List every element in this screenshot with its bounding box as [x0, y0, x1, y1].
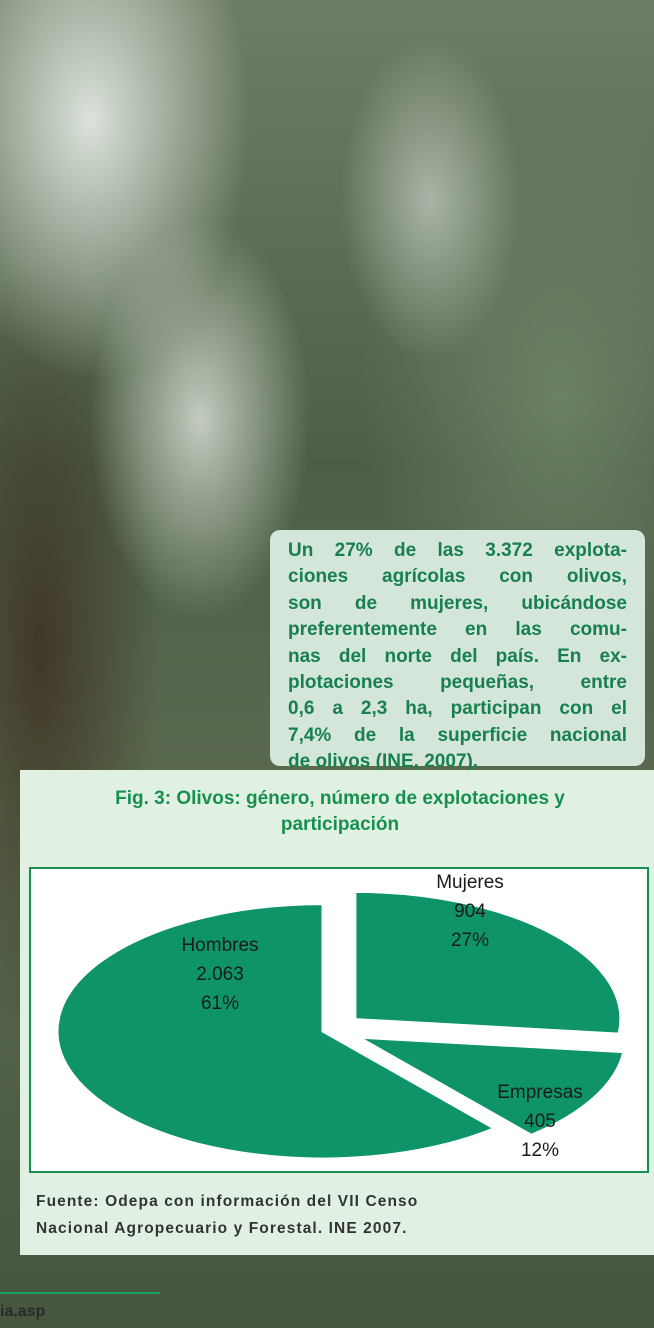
value-label: 405	[524, 1111, 556, 1132]
slice-label: Empresas	[497, 1082, 583, 1103]
source-line: Fuente: Odepa con información del VII Ce…	[36, 1193, 419, 1210]
pie	[56, 890, 625, 1160]
value-label: 904	[454, 901, 486, 922]
percent-label: 12%	[521, 1140, 559, 1161]
footer-rule	[0, 1292, 160, 1294]
pie-slice	[359, 1036, 625, 1136]
slice-label: Hombres	[181, 935, 258, 956]
pie-slice	[354, 890, 622, 1035]
source: Fuente: Odepa con información del VII Ce…	[36, 1188, 418, 1242]
source-line: Nacional Agropecuario y Forestal. INE 20…	[36, 1220, 408, 1237]
footer: ia.asp	[0, 1303, 46, 1320]
percent-label: 27%	[451, 930, 489, 951]
text-line: nas del norte del país. En ex-	[288, 645, 627, 667]
text-line: preferentemente en las comu-	[288, 619, 627, 641]
text-line: 0,6 a 2,3 ha, participan con el	[288, 698, 627, 720]
value-label: 2.063	[196, 964, 244, 985]
text-line: de olivos (INE, 2007).	[288, 751, 479, 773]
text-line: ciones agrícolas con olivos,	[288, 566, 627, 588]
chart-title: Fig. 3: Olivos: género, número de explot…	[115, 788, 565, 835]
text-line: 7,4% de la superficie nacional	[288, 724, 627, 746]
slice-label: Mujeres	[436, 872, 504, 893]
pie-slice	[56, 903, 497, 1160]
text-line: son de mujeres, ubicándose	[288, 592, 627, 614]
text-line: plotaciones pequeñas, entre	[288, 672, 627, 694]
percent-label: 61%	[201, 993, 239, 1014]
text-box: Un 27% de las 3.372 explota-ciones agríc…	[270, 530, 645, 772]
text-line: Un 27% de las 3.372 explota-	[288, 540, 627, 561]
